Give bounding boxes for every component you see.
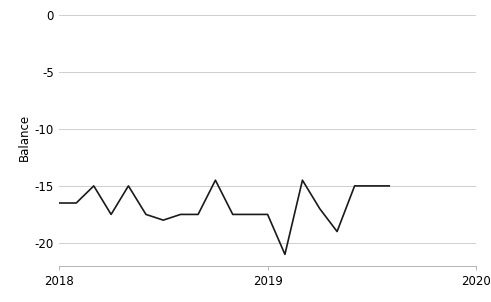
Y-axis label: Balance: Balance <box>18 114 30 161</box>
